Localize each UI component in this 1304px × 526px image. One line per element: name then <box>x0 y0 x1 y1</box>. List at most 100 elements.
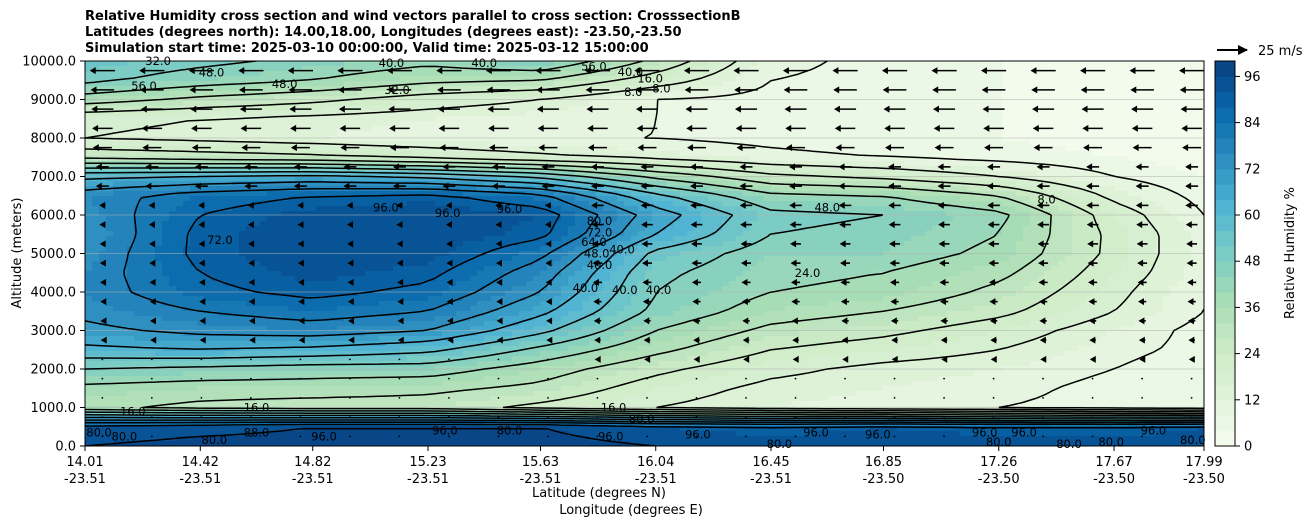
rh-cell <box>120 206 128 212</box>
rh-cell <box>820 91 828 97</box>
rh-cell <box>582 181 590 187</box>
rh-cell <box>1114 211 1122 217</box>
rh-cell <box>141 101 149 107</box>
rh-cell <box>309 156 317 162</box>
rh-cell <box>1079 136 1087 142</box>
rh-cell <box>981 201 989 207</box>
rh-cell <box>113 126 121 132</box>
rh-cell <box>890 101 898 107</box>
rh-cell <box>1030 136 1038 142</box>
rh-cell <box>379 176 387 182</box>
rh-cell <box>855 176 863 182</box>
rh-cell <box>960 71 968 77</box>
rh-cell <box>603 131 611 137</box>
rh-cell <box>421 126 429 132</box>
rh-cell <box>337 196 345 202</box>
rh-cell <box>253 101 261 107</box>
rh-cell <box>232 156 240 162</box>
rh-cell <box>519 86 527 92</box>
rh-cell <box>1044 101 1052 107</box>
rh-cell <box>1044 96 1052 102</box>
rh-cell <box>92 61 100 67</box>
rh-cell <box>876 111 884 117</box>
rh-cell <box>1093 111 1101 117</box>
rh-cell <box>547 91 555 97</box>
rh-cell <box>365 201 373 207</box>
rh-cell <box>533 71 541 77</box>
rh-cell <box>484 211 492 217</box>
rh-cell <box>757 186 765 192</box>
rh-cell <box>1016 116 1024 122</box>
rh-cell <box>211 216 219 222</box>
rh-cell <box>967 96 975 102</box>
rh-cell <box>155 131 163 137</box>
rh-cell <box>722 206 730 212</box>
rh-cell <box>477 211 485 217</box>
rh-cell <box>1044 61 1052 67</box>
rh-cell <box>1177 61 1185 67</box>
rh-cell <box>1198 196 1204 202</box>
rh-cell <box>512 86 520 92</box>
rh-cell <box>575 86 583 92</box>
rh-cell <box>750 116 758 122</box>
rh-cell <box>890 171 898 177</box>
rh-cell <box>575 81 583 87</box>
rh-cell <box>246 201 254 207</box>
rh-cell <box>400 91 408 97</box>
rh-cell <box>288 76 296 82</box>
rh-cell <box>225 101 233 107</box>
rh-cell <box>904 126 912 132</box>
rh-cell <box>85 201 93 207</box>
rh-cell <box>1065 151 1073 157</box>
rh-cell <box>743 186 751 192</box>
rh-cell <box>491 71 499 77</box>
rh-cell <box>841 141 849 147</box>
rh-cell <box>736 101 744 107</box>
rh-cell <box>967 186 975 192</box>
rh-cell <box>316 176 324 182</box>
rh-cell <box>407 86 415 92</box>
rh-cell <box>127 61 135 67</box>
rh-cell <box>631 86 639 92</box>
rh-cell <box>162 76 170 82</box>
rh-cell <box>617 141 625 147</box>
rh-cell <box>694 191 702 197</box>
rh-cell <box>750 156 758 162</box>
rh-cell <box>946 166 954 172</box>
rh-cell <box>827 201 835 207</box>
rh-cell <box>197 216 205 222</box>
rh-cell <box>400 161 408 167</box>
rh-cell <box>379 171 387 177</box>
rh-cell <box>463 131 471 137</box>
rh-cell <box>113 106 121 112</box>
rh-cell <box>911 146 919 152</box>
rh-cell <box>1121 126 1129 132</box>
rh-cell <box>925 86 933 92</box>
rh-cell <box>827 191 835 197</box>
rh-cell <box>841 76 849 82</box>
rh-cell <box>596 66 604 72</box>
rh-cell <box>484 201 492 207</box>
rh-cell <box>400 151 408 157</box>
rh-cell <box>1170 131 1178 137</box>
rh-cell <box>1079 141 1087 147</box>
rh-cell <box>148 196 156 202</box>
rh-cell <box>708 111 716 117</box>
rh-cell <box>1149 176 1157 182</box>
rh-cell <box>932 96 940 102</box>
rh-cell <box>582 61 590 67</box>
rh-cell <box>575 131 583 137</box>
rh-cell <box>624 86 632 92</box>
rh-cell <box>1135 151 1143 157</box>
rh-cell <box>554 91 562 97</box>
rh-cell <box>806 161 814 167</box>
rh-cell <box>652 96 660 102</box>
rh-cell <box>127 111 135 117</box>
rh-cell <box>1002 91 1010 97</box>
rh-cell <box>407 76 415 82</box>
rh-cell <box>1065 131 1073 137</box>
rh-cell <box>337 156 345 162</box>
rh-cell <box>1156 131 1164 137</box>
rh-cell <box>162 131 170 137</box>
rh-cell <box>729 186 737 192</box>
